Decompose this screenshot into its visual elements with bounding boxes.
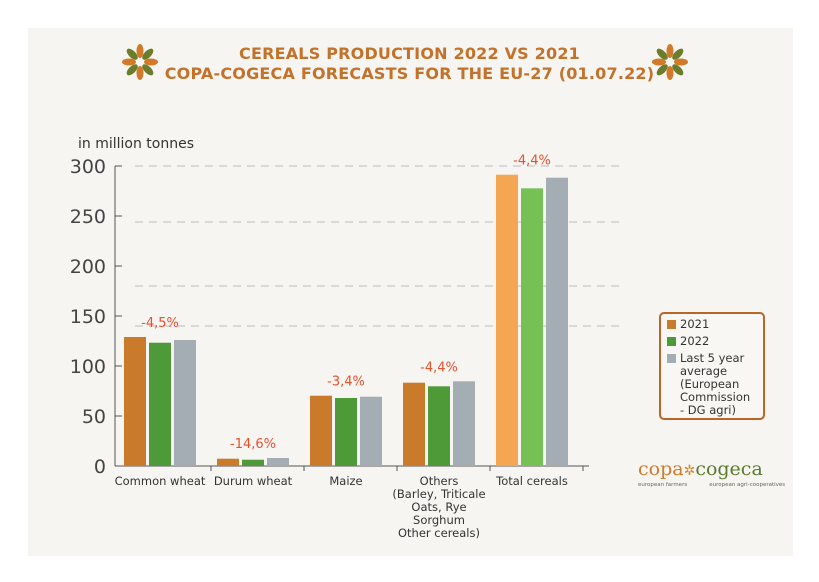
legend-swatch bbox=[667, 320, 676, 329]
petal bbox=[656, 64, 668, 76]
petal bbox=[656, 48, 668, 60]
bar-last bbox=[360, 396, 382, 466]
x-tick-label: Other cereals) bbox=[398, 526, 480, 540]
bar-2022 bbox=[149, 342, 171, 466]
bar-2022 bbox=[428, 386, 450, 466]
y-tick-label: 250 bbox=[70, 206, 106, 228]
petal bbox=[136, 44, 144, 58]
legend-label: Last 5 year average (European Commission… bbox=[680, 351, 751, 417]
x-tick-label: Oats, Rye bbox=[411, 500, 466, 514]
flower-icon-left bbox=[122, 44, 158, 80]
bar-2022 bbox=[242, 459, 264, 466]
y-tick-label: 50 bbox=[82, 406, 106, 428]
legend: 2021 2022 Last 5 year average (European … bbox=[659, 312, 765, 420]
x-tick-label: (Barley, Triticale bbox=[392, 487, 485, 501]
change-label: -4,4% bbox=[420, 360, 458, 375]
legend-item-2022: 2022 bbox=[667, 335, 757, 348]
petal bbox=[666, 66, 674, 80]
petal bbox=[126, 64, 138, 76]
petal bbox=[652, 58, 666, 66]
y-axis-label: in million tonnes bbox=[78, 136, 194, 152]
legend-label: 2021 bbox=[680, 317, 710, 331]
petal bbox=[142, 48, 154, 60]
change-label: -4,5% bbox=[141, 316, 179, 331]
legend-swatch bbox=[667, 354, 676, 363]
legend-swatch bbox=[667, 337, 676, 346]
x-tick-label: Sorghum bbox=[413, 513, 465, 527]
petal bbox=[144, 58, 158, 66]
bar-2021 bbox=[124, 337, 146, 466]
chart-title: CEREALS PRODUCTION 2022 VS 2021 bbox=[239, 44, 580, 63]
petal bbox=[672, 64, 684, 76]
bar-last bbox=[453, 381, 475, 466]
background bbox=[28, 28, 793, 556]
bar-last bbox=[546, 177, 568, 466]
y-tick-label: 200 bbox=[70, 256, 106, 278]
bar-2021 bbox=[310, 395, 332, 466]
x-tick-label: Durum wheat bbox=[214, 474, 293, 488]
bar-2021 bbox=[496, 174, 518, 466]
petal bbox=[674, 58, 688, 66]
logo-sub-right: european agri-cooperatives bbox=[709, 482, 786, 488]
bar-last bbox=[267, 458, 289, 466]
petal bbox=[126, 48, 138, 60]
legend-item-2021: 2021 bbox=[667, 318, 757, 331]
change-label: -14,6% bbox=[230, 437, 276, 452]
y-tick-label: 300 bbox=[70, 156, 106, 178]
bar-2022 bbox=[335, 398, 357, 466]
bar-2021 bbox=[217, 458, 239, 466]
legend-label: 2022 bbox=[680, 334, 710, 348]
change-label: -4,4% bbox=[513, 154, 551, 169]
petal bbox=[672, 48, 684, 60]
petal bbox=[136, 66, 144, 80]
bar-2022 bbox=[521, 188, 543, 467]
copa-cogeca-logo: copa✲cogeca european farmers european agr… bbox=[638, 458, 786, 488]
petal bbox=[122, 58, 136, 66]
x-tick-label: Total cereals bbox=[495, 474, 568, 488]
x-tick-label: Maize bbox=[329, 474, 362, 488]
bar-2021 bbox=[403, 382, 425, 466]
petal bbox=[666, 44, 674, 58]
change-label: -3,4% bbox=[327, 375, 365, 390]
y-tick-label: 100 bbox=[70, 356, 106, 378]
petal bbox=[142, 64, 154, 76]
legend-item-average: Last 5 year average (European Commission… bbox=[667, 352, 757, 417]
y-tick-label: 0 bbox=[94, 456, 106, 478]
logo-cogeca: cogeca bbox=[695, 458, 763, 480]
x-tick-label: Common wheat bbox=[115, 474, 206, 488]
chart-subtitle: COPA-COGECA FORECASTS FOR THE EU-27 (01.… bbox=[164, 64, 655, 83]
bar-last bbox=[174, 340, 196, 466]
y-tick-label: 150 bbox=[70, 306, 106, 328]
logo-copa: copa bbox=[638, 458, 684, 480]
flower-icon-right bbox=[652, 44, 688, 80]
x-tick-label: Others bbox=[420, 474, 459, 488]
logo-sub-left: european farmers bbox=[638, 482, 688, 488]
